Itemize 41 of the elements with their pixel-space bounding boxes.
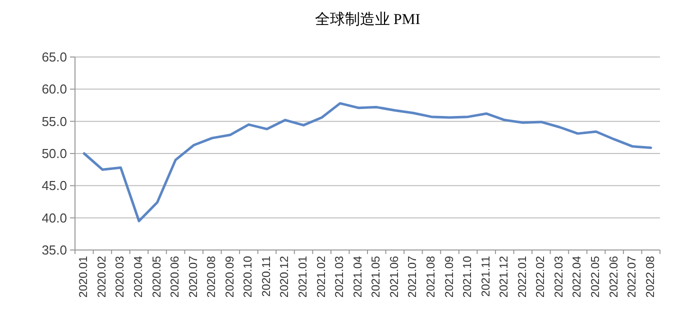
line-series: [82, 102, 652, 222]
y-tick-label: 55.0: [42, 114, 67, 129]
x-tick-label: 2022.08: [644, 256, 657, 298]
x-tick-label: 2020.06: [170, 256, 182, 298]
x-tick-label: 2021.10: [462, 256, 474, 298]
y-tick-label: 60.0: [42, 82, 67, 97]
y-tick-label: 35.0: [42, 242, 67, 258]
x-tick-label: 2021.07: [407, 256, 420, 298]
x-tick-label: 2021.02: [316, 256, 328, 298]
y-tick-label: 50.0: [42, 146, 67, 161]
y-tick-label: 40.0: [42, 210, 67, 226]
x-tick-label: 2020.04: [132, 255, 145, 298]
x-tick-label: 2021.11: [480, 256, 492, 297]
x-tick-label: 2021.04: [352, 255, 364, 298]
x-tick-label: 2022.05: [590, 256, 602, 298]
x-tick-label: 2020.01: [78, 256, 90, 298]
x-tick-label: 2020.05: [151, 256, 164, 298]
x-tick-label: 2020.12: [279, 256, 292, 298]
x-tick-label: 2021.08: [425, 256, 438, 298]
x-tick-label: 2020.08: [206, 256, 218, 298]
x-tick-label: 2021.09: [444, 256, 456, 298]
x-tick-label: 2020.10: [242, 256, 255, 298]
x-tick-label: 2020.07: [188, 256, 200, 298]
x-tick-label: 2021.12: [498, 256, 511, 298]
x-tick-label: 2022.02: [535, 256, 548, 298]
x-tick-label: 2022.03: [553, 256, 566, 298]
x-tick-label: 2021.06: [388, 256, 401, 298]
x-tick-label: 2020.09: [224, 256, 236, 298]
x-tick-label: 2020.11: [260, 256, 273, 297]
x-tick-label: 2022.07: [626, 256, 639, 298]
x-tick-label: 2021.03: [334, 256, 346, 298]
x-tick-label: 2022.01: [516, 256, 529, 298]
x-tick-label: 2021.05: [370, 256, 383, 298]
x-tick-label: 2020.02: [96, 256, 108, 298]
x-tick-label: 2021.01: [298, 256, 310, 298]
x-tick-label: 2020.03: [114, 256, 127, 298]
y-tick-label: 45.0: [42, 178, 67, 194]
y-tick-label: 65.0: [42, 50, 67, 64]
x-tick-label: 2022.04: [572, 255, 584, 298]
chart-title: 全球制造业 PMI: [314, 11, 420, 28]
x-tick-label: 2022.06: [608, 256, 620, 298]
